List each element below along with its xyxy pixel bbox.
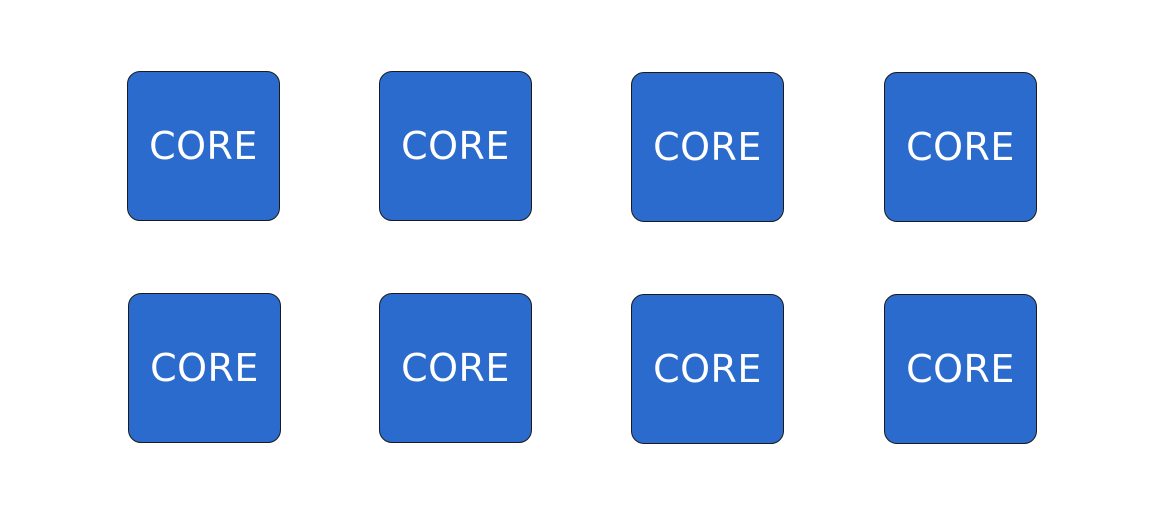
core-block: CORE <box>379 71 532 221</box>
core-label: CORE <box>401 346 510 390</box>
core-block: CORE <box>127 71 280 221</box>
core-block: CORE <box>884 72 1037 222</box>
core-label: CORE <box>653 125 762 169</box>
core-block: CORE <box>884 294 1037 444</box>
core-label: CORE <box>401 124 510 168</box>
core-block: CORE <box>631 72 784 222</box>
core-label: CORE <box>150 346 259 390</box>
core-label: CORE <box>653 347 762 391</box>
core-block: CORE <box>128 293 281 443</box>
core-label: CORE <box>906 347 1015 391</box>
core-label: CORE <box>906 125 1015 169</box>
core-label: CORE <box>149 124 258 168</box>
core-block: CORE <box>631 294 784 444</box>
core-block: CORE <box>379 293 532 443</box>
